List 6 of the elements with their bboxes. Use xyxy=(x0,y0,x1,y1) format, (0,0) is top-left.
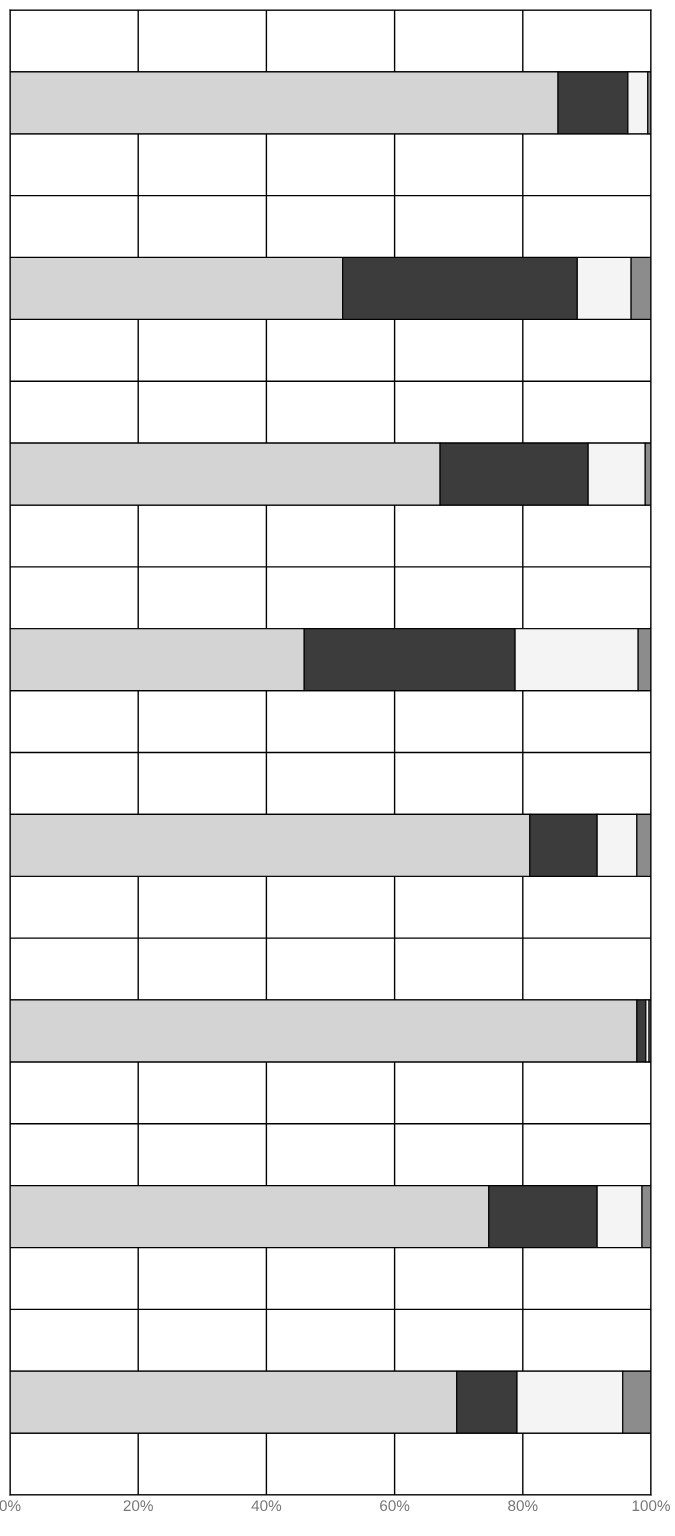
x-tick-label: 40% xyxy=(251,1500,282,1512)
x-tick-label: 60% xyxy=(380,1500,410,1512)
x-tick-label: 80% xyxy=(508,1500,538,1512)
x-tick-label: 100% xyxy=(632,1500,670,1512)
x-tick-label: 20% xyxy=(123,1500,153,1512)
x-tick-label: 0% xyxy=(0,1500,21,1512)
